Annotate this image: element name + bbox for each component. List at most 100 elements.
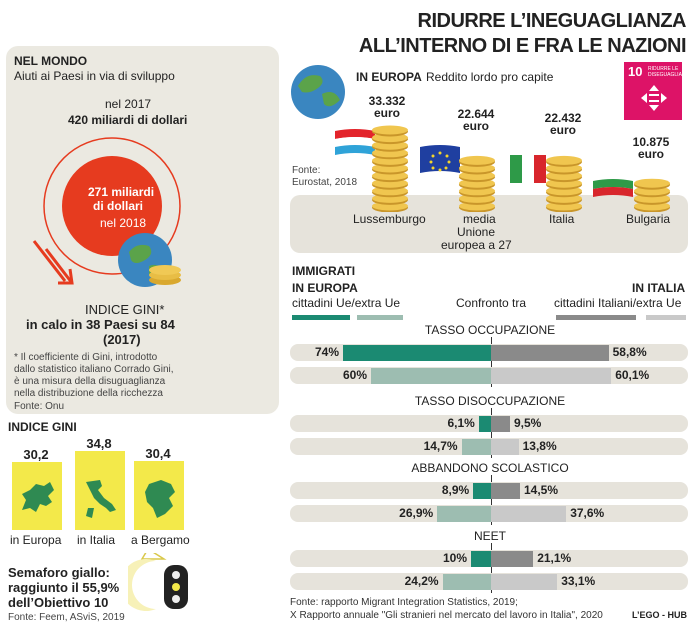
in-europa-heading: IN EUROPA (292, 281, 358, 295)
bar-europa (437, 506, 491, 522)
traffic-light-icon (128, 553, 188, 611)
eu-label-line1: media (463, 212, 496, 226)
eu-unit: euro (462, 119, 489, 133)
left-source: Fonte: Onu (14, 401, 65, 412)
value-label-europa: 60% (342, 368, 367, 382)
immigrati-source-line2: X Rapporto annuale "Gli stranieri nel me… (290, 610, 603, 621)
value-2017: 420 miliardi di dollari (68, 113, 188, 127)
aid-circles-graphic (32, 137, 181, 285)
eu-coin-stack (459, 155, 495, 212)
center-axis (491, 337, 492, 387)
page-title-line1: RIDURRE L’INEGUAGLIANZA (417, 10, 687, 32)
legend-swatch-teal-dark (292, 315, 350, 320)
europe-source-line2: Eurostat, 2018 (292, 177, 358, 188)
in-italia-heading: IN ITALIA (632, 281, 686, 295)
value-label-europa: 14,7% (423, 439, 458, 453)
bulgaria-value: 10.875 (632, 135, 670, 149)
sdg-text-line2: DISEGUAGLIANZE (648, 72, 692, 78)
gini-value-italia: 34,8 (86, 436, 112, 451)
bulgaria-unit: euro (637, 147, 664, 161)
bar-europa (461, 439, 491, 455)
sdg-text-line1: RIDURRE LE (648, 66, 679, 72)
value-label-europa: 24,2% (404, 574, 439, 588)
bulgaria-label: Bulgaria (626, 212, 671, 226)
bar-europa (343, 345, 491, 361)
gini-value-bergamo: 30,4 (145, 446, 171, 461)
immigrati-heading: IMMIGRATI (292, 264, 356, 278)
value-label-europa: 6,1% (447, 416, 475, 430)
luxembourg-flag (335, 129, 375, 155)
bergamo-map-icon (145, 480, 175, 518)
value-label-europa: 74% (314, 345, 339, 359)
equality-icon (641, 85, 667, 111)
bar-italia (491, 368, 612, 384)
center-axis (491, 475, 492, 525)
legend-right-label: cittadini Italiani/extra Ue (554, 296, 682, 310)
gini-note-line3: è una misura della disuguaglianza (14, 376, 166, 387)
bar-italia (491, 551, 534, 567)
value-label-italia: 58,8% (612, 345, 647, 359)
gini-label-bergamo: a Bergamo (131, 533, 190, 547)
value-label-italia: 60,1% (615, 368, 650, 382)
semaforo-line1: Semaforo giallo: (8, 565, 110, 580)
coin-top (634, 178, 670, 188)
value-label-europa: 26,9% (399, 506, 434, 520)
coin-top (372, 125, 408, 135)
value-2018-line3: nel 2018 (100, 216, 147, 230)
gini-calo-line1: in calo in 38 Paesi su 84 (26, 317, 175, 332)
sdg-number: 10 (628, 64, 643, 79)
legend-swatch-teal-light (357, 315, 403, 320)
europe-heading: IN EUROPA (356, 70, 422, 84)
center-axis (491, 408, 492, 458)
value-label-italia: 37,6% (570, 506, 605, 520)
globe-icon (291, 65, 345, 119)
bar-italia (491, 416, 510, 432)
italy-flag (510, 155, 546, 183)
lux-value: 33.332 (368, 94, 406, 108)
gini-note-line2: dallo statistico italiano Corrado Gini, (14, 364, 174, 375)
section-title: TASSO DISOCCUPAZIONE (414, 394, 566, 408)
value-label-italia: 13,8% (522, 439, 557, 453)
bar-italia (491, 345, 609, 361)
bar-europa (478, 416, 491, 432)
credit-label: L’EGO - HUB (632, 610, 688, 620)
center-axis (491, 543, 492, 593)
bar-europa (442, 574, 491, 590)
immigrati-source-line1: Fonte: rapporto Migrant Integration Stat… (290, 597, 518, 608)
section-title: ABBANDONO SCOLASTICO (411, 461, 569, 475)
gini-calo-line2: (2017) (103, 332, 141, 347)
value-label-italia: 14,5% (524, 483, 559, 497)
europe-source-line1: Fonte: (292, 165, 321, 176)
gini-title: INDICE GINI (8, 420, 77, 434)
eu-label-line2: Unione (457, 225, 496, 239)
legend-swatch-gray-dark (556, 315, 636, 320)
lux-label: Lussemburgo (353, 212, 426, 226)
gini-bar-italia (75, 451, 125, 530)
italy-label: Italia (549, 212, 575, 226)
legend-left-label: cittadini Ue/extra Ue (292, 296, 401, 310)
value-label-italia: 21,1% (537, 551, 572, 565)
eu-flag (420, 145, 460, 173)
gini-label-europa: in Europa (10, 533, 62, 547)
legend-center-label: Confronto tra (456, 296, 527, 310)
bar-italia (491, 483, 520, 499)
italy-map-icon (86, 480, 116, 518)
bulgaria-flag (593, 171, 633, 197)
italy-coin-stack (546, 155, 582, 212)
value-label-europa: 8,9% (441, 483, 470, 497)
nel-mondo-heading: NEL MONDO (14, 54, 88, 68)
europe-subheading: Reddito lordo pro capite (426, 70, 554, 84)
bar-europa (471, 551, 491, 567)
bar-italia (491, 439, 519, 455)
aiuti-label: Aiuti ai Paesi in via di sviluppo (14, 69, 175, 83)
lux-unit: euro (373, 106, 400, 120)
bar-europa (473, 483, 491, 499)
page-title-line2: ALL’INTERNO DI E FRA LE NAZIONI (358, 35, 687, 57)
semaforo-line2: raggiunto il 55,9% (8, 580, 120, 595)
value-2018-line1: 271 miliardi (88, 185, 155, 199)
eu-value: 22.644 (457, 107, 495, 121)
gini-label-italia: in Italia (77, 533, 116, 547)
coin-top (459, 155, 495, 165)
globe-coins-icon (118, 233, 181, 287)
coin-top (546, 155, 582, 165)
